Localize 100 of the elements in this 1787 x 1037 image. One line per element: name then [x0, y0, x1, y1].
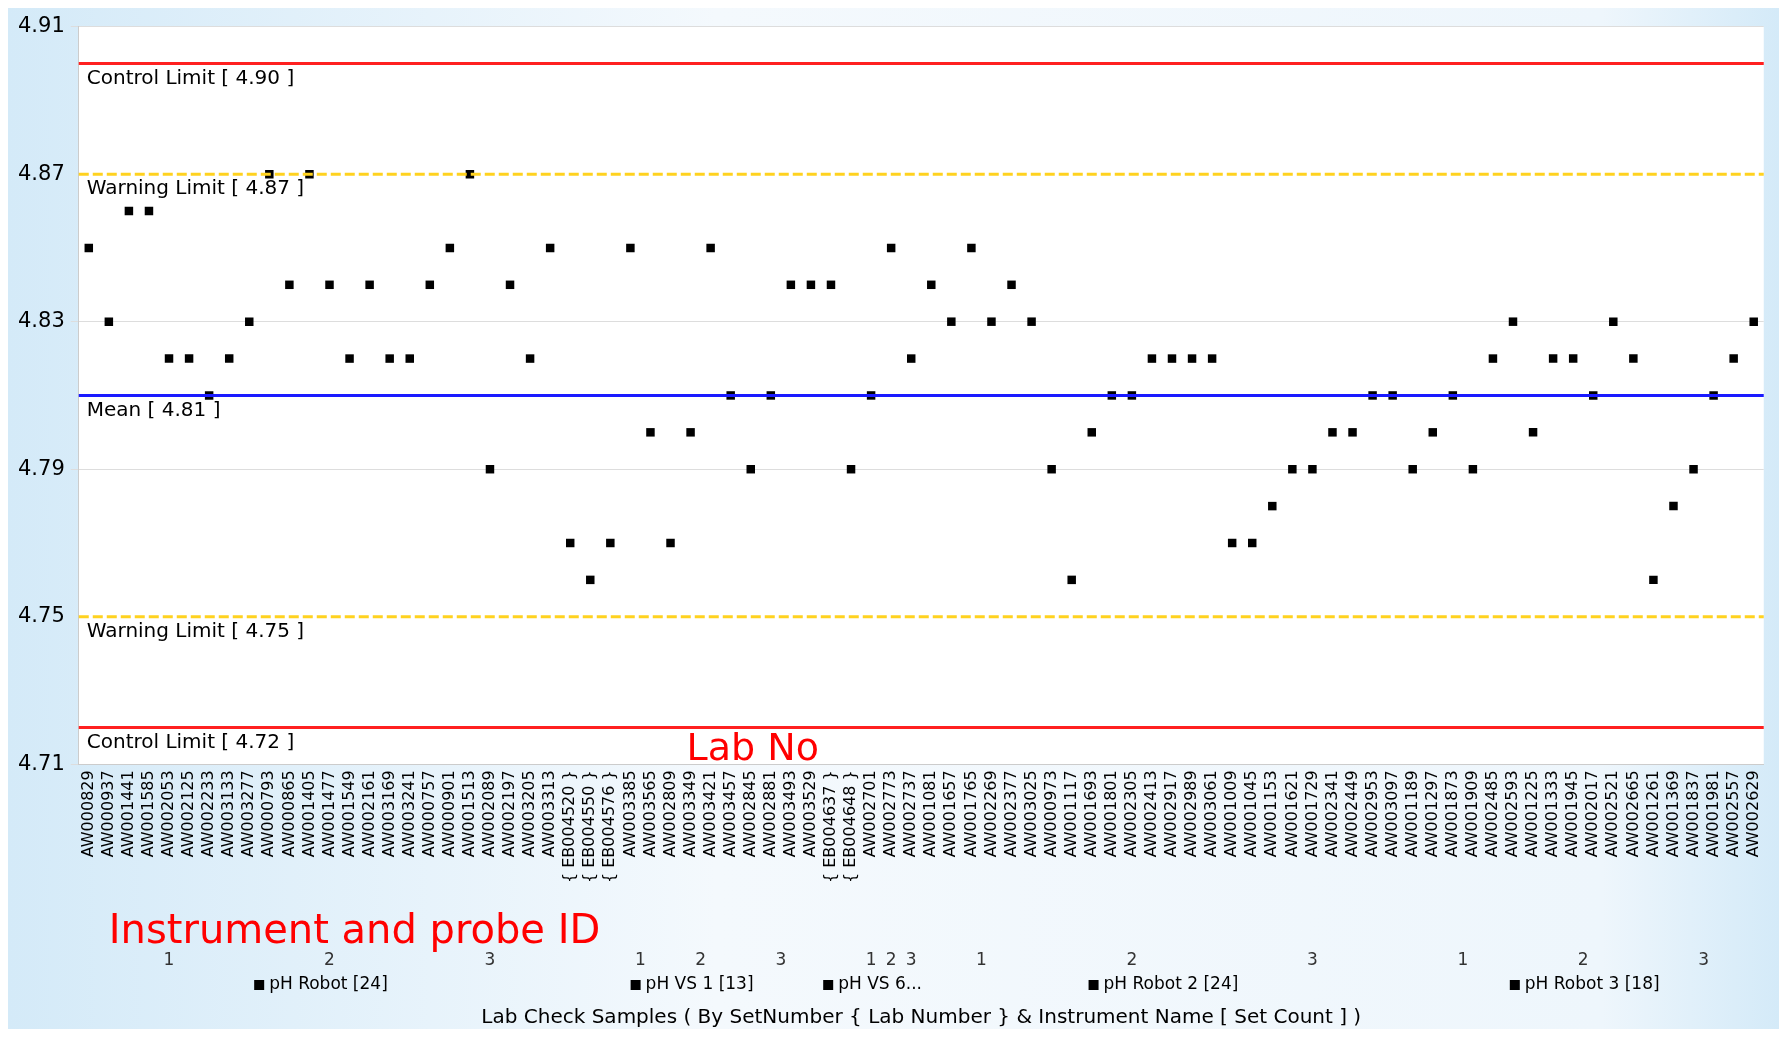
x-tick-label: AW003421	[699, 770, 719, 858]
x-tick-label: AW002089	[479, 770, 499, 858]
x-tick-label: AW002737	[900, 770, 920, 858]
x-tick-label: AW003565	[639, 770, 659, 858]
x-tick-label: AW001081	[920, 770, 940, 858]
ref-line-label: Mean [ 4.81 ]	[86, 396, 221, 421]
x-tick-label: { EB004648 }	[840, 770, 860, 884]
text: 3	[1698, 949, 1709, 970]
x-tick-label: AW002521	[1602, 770, 1622, 858]
x-tick-label: AW002017	[1582, 770, 1602, 858]
x-tick-label: AW001333	[1542, 770, 1562, 858]
x-tick-label: AW001801	[1100, 770, 1120, 858]
x-tick-label: AW001945	[1562, 770, 1582, 858]
text: 2	[1577, 949, 1589, 970]
text: Lab Check Samples ( By SetNumber { Lab Number } & Instrument Name [ Set Count ] )	[481, 1004, 1362, 1028]
text: Instrument and probe ID	[108, 906, 601, 952]
x-tick-label: AW002881	[759, 770, 779, 858]
annotation: Lab No	[686, 725, 819, 770]
x-tick-label: AW001189	[1401, 770, 1421, 858]
text: 1	[635, 949, 646, 970]
legend-label: pH Robot [24]	[269, 973, 388, 994]
x-tick-label: AW001693	[1080, 770, 1100, 858]
legend-label: pH Robot 2 [24]	[1103, 973, 1239, 994]
x-tick-label: AW001225	[1522, 770, 1542, 858]
text: 2	[324, 949, 335, 970]
x-tick-label: AW003133	[218, 770, 238, 858]
x-tick-label: AW002665	[1622, 770, 1642, 858]
x-tick-label: AW002305	[1121, 770, 1141, 858]
x-tick-label: AW001369	[1662, 770, 1682, 858]
x-tick-label: AW003277	[238, 770, 258, 858]
legend-label: pH VS 6...	[838, 973, 923, 994]
x-tick-label: AW000865	[278, 770, 298, 858]
x-tick-label: AW002485	[1482, 770, 1502, 858]
x-tick-label: AW001009	[1221, 770, 1241, 858]
x-tick-label: AW002449	[1341, 770, 1361, 858]
text: 1	[1457, 949, 1469, 970]
x-tick-label: AW000793	[258, 770, 278, 858]
y-tick-label: 4.91	[17, 13, 65, 38]
x-tick-label: AW001873	[1441, 770, 1461, 858]
x-tick-label: AW002053	[158, 770, 178, 858]
x-tick-label: AW003241	[398, 770, 418, 858]
x-tick-label: AW001153	[1261, 770, 1281, 858]
text: 1	[976, 949, 987, 970]
x-tick-label: { EB004550 }	[579, 770, 599, 884]
x-tick-label: AW002557	[1722, 770, 1742, 858]
x-tick-label: AW003025	[1020, 770, 1040, 858]
x-tick-label: AW003529	[800, 770, 820, 858]
text: 2	[1126, 949, 1138, 970]
x-tick-label: AW000937	[98, 770, 117, 858]
y-tick-label: 4.79	[17, 455, 65, 480]
x-tick-label: AW003349	[679, 770, 699, 858]
x-tick-label: AW001837	[1682, 770, 1702, 858]
x-tick-label: AW002845	[739, 770, 759, 858]
x-tick-label: AW003061	[1201, 770, 1221, 858]
x-tick-label: AW002773	[880, 770, 900, 858]
x-tick-label: AW001729	[1301, 770, 1321, 858]
x-tick-label: AW002233	[198, 770, 218, 858]
x-tick-label: AW002341	[1321, 770, 1341, 858]
x-tick-label: AW001549	[338, 770, 358, 858]
x-tick-label: AW001585	[138, 770, 158, 858]
x-tick-label: AW002953	[1361, 770, 1381, 858]
text: 2	[695, 949, 707, 970]
x-tick-label: AW002593	[1502, 770, 1522, 858]
x-tick-label: AW001441	[118, 770, 138, 858]
x-tick-label: AW003313	[539, 770, 559, 858]
y-tick-label: 4.83	[17, 308, 65, 333]
ref-line-label: Warning Limit [ 4.75 ]	[86, 617, 305, 642]
text: 3	[905, 949, 917, 970]
y-tick-label: 4.71	[17, 750, 65, 775]
x-tick-label: AW002917	[1161, 770, 1181, 858]
x-tick-label: AW000901	[439, 770, 459, 858]
x-tick-label: AW003205	[519, 770, 539, 858]
x-tick-label: AW002413	[1141, 770, 1161, 858]
x-tick-label: AW003493	[780, 770, 800, 858]
x-tick-label: AW002161	[358, 770, 378, 858]
x-tick-label: AW000757	[418, 770, 438, 858]
x-tick-label: AW001657	[940, 770, 960, 858]
x-tick-label: AW003385	[619, 770, 639, 858]
x-tick-label: AW001765	[960, 770, 980, 858]
x-tick-label: AW001909	[1462, 770, 1482, 858]
legend-label: pH VS 1 [13]	[645, 973, 754, 994]
x-tick-label: { EB004637 }	[820, 770, 840, 884]
x-tick-label: AW000829	[77, 770, 97, 858]
ref-line-label: Warning Limit [ 4.87 ]	[86, 175, 305, 200]
text: 3	[1307, 949, 1318, 970]
x-tick-label: { EB004520 }	[559, 770, 579, 884]
x-tick-label: AW001117	[1060, 770, 1080, 858]
x-tick-label: AW002125	[178, 770, 198, 858]
x-tick-label: AW002809	[659, 770, 679, 858]
x-tick-label: { EB004576 }	[599, 770, 619, 884]
text: 2	[885, 949, 897, 970]
ref-line-label: Control Limit [ 4.90 ]	[86, 64, 295, 89]
x-tick-label: AW002629	[1742, 770, 1762, 858]
y-tick-label: 4.75	[17, 603, 65, 628]
x-tick-label: AW002701	[860, 770, 880, 858]
y-tick-label: 4.87	[17, 160, 65, 185]
x-tick-label: AW001045	[1241, 770, 1261, 858]
text: 3	[484, 949, 496, 970]
x-tick-label: AW001513	[459, 770, 479, 858]
x-tick-label: AW002989	[1181, 770, 1201, 858]
